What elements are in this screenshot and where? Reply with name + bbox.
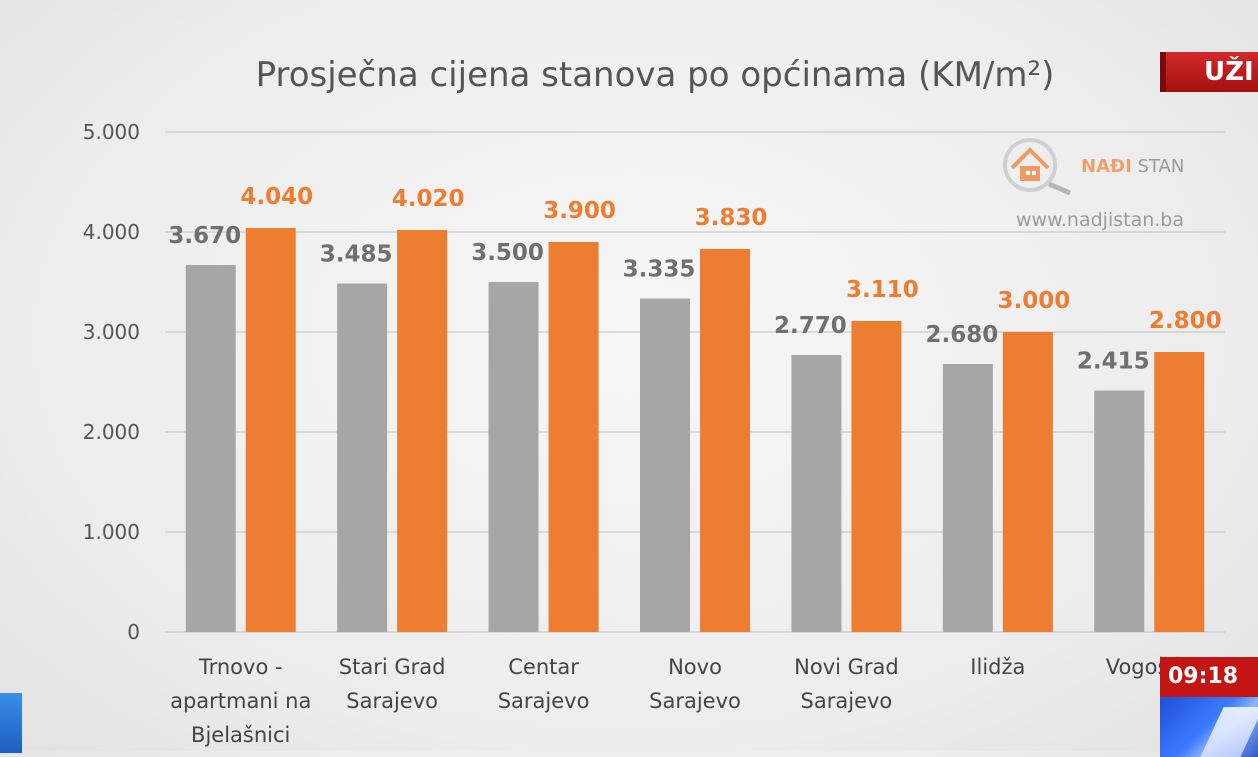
- data-label-trenutno-1: 4.020: [392, 186, 465, 212]
- y-tick-label: 4.000: [83, 220, 140, 244]
- data-label-trenutno-5: 3.000: [997, 288, 1070, 314]
- broadcast-clock: 09:18: [1160, 657, 1258, 697]
- data-label-prethodno-4: 2.770: [774, 313, 847, 339]
- y-tick-label: 2.000: [83, 420, 140, 444]
- category-label-3: Novo: [668, 655, 722, 679]
- watermark-brand: NAĐI STAN: [1081, 156, 1184, 177]
- category-label-2: Centar: [508, 655, 579, 679]
- category-label-0: Bjelašnici: [191, 723, 290, 747]
- watermark-url: www.nadjistan.ba: [1016, 209, 1184, 231]
- house-magnifier-icon: [1003, 138, 1071, 196]
- y-tick-label: 5.000: [83, 120, 140, 144]
- data-labels: 3.670 4.040 3.485 4.020 3.500 3.900 3.335 3.830…: [168, 184, 1221, 375]
- bar-prethodno-1: [337, 283, 388, 632]
- bar-prethodno-6: [1094, 390, 1145, 632]
- data-label-trenutno-6: 2.800: [1149, 308, 1222, 334]
- watermark-logo: NAĐI STAN www.nadjistan.ba: [1003, 138, 1184, 231]
- bar-trenutno-5: [1002, 332, 1053, 632]
- breaking-news-badge: UŽI: [1160, 52, 1258, 92]
- data-label-prethodno-0: 3.670: [168, 223, 241, 249]
- y-tick-label: 0: [127, 620, 140, 644]
- bar-prethodno-4: [791, 355, 842, 632]
- y-tick-label: 3.000: [83, 320, 140, 344]
- channel-logo: [1160, 697, 1258, 757]
- bar-prethodno-3: [640, 298, 690, 632]
- category-label-0: Trnovo -: [198, 655, 283, 679]
- y-tick-label: 1.000: [83, 520, 140, 544]
- bar-trenutno-3: [700, 249, 750, 632]
- bar-prethodno-2: [488, 282, 539, 632]
- category-label-1: Stari Grad: [339, 655, 446, 679]
- category-label-1: Sarajevo: [346, 689, 438, 713]
- bar-prethodno-0: [185, 265, 236, 632]
- y-axis-ticks: 0 1.000 2.000 3.000 4.000 5.000: [83, 120, 140, 644]
- data-label-prethodno-1: 3.485: [320, 242, 393, 268]
- corner-graphic: [0, 693, 22, 753]
- bars: [185, 228, 1205, 632]
- category-label-0: apartmani na: [170, 689, 311, 713]
- data-label-trenutno-2: 3.900: [543, 198, 616, 224]
- data-label-trenutno-0: 4.040: [240, 184, 313, 210]
- data-label-prethodno-2: 3.500: [471, 240, 544, 266]
- category-label-3: Sarajevo: [649, 689, 741, 713]
- bar-trenutno-6: [1154, 352, 1205, 632]
- bar-trenutno-2: [548, 242, 599, 632]
- data-label-prethodno-6: 2.415: [1077, 349, 1150, 375]
- category-label-4: Novi Grad: [794, 655, 899, 679]
- x-axis-categories: Trnovo - apartmani na Bjelašnici Stari Grad…: [170, 655, 1193, 747]
- data-label-trenutno-4: 3.110: [846, 277, 919, 303]
- chart-title: Prosječna cijena stanova po općinama (KM…: [256, 55, 1055, 95]
- category-label-2: Sarajevo: [498, 689, 590, 713]
- bar-trenutno-4: [851, 321, 902, 632]
- data-label-prethodno-3: 3.335: [623, 257, 696, 283]
- bar-prethodno-5: [942, 364, 993, 632]
- category-label-5: Ilidža: [970, 655, 1025, 679]
- bar-trenutno-1: [397, 230, 448, 632]
- bar-trenutno-0: [245, 228, 296, 632]
- data-label-trenutno-3: 3.830: [695, 205, 768, 231]
- category-label-4: Sarajevo: [801, 689, 893, 713]
- data-label-prethodno-5: 2.680: [925, 322, 998, 348]
